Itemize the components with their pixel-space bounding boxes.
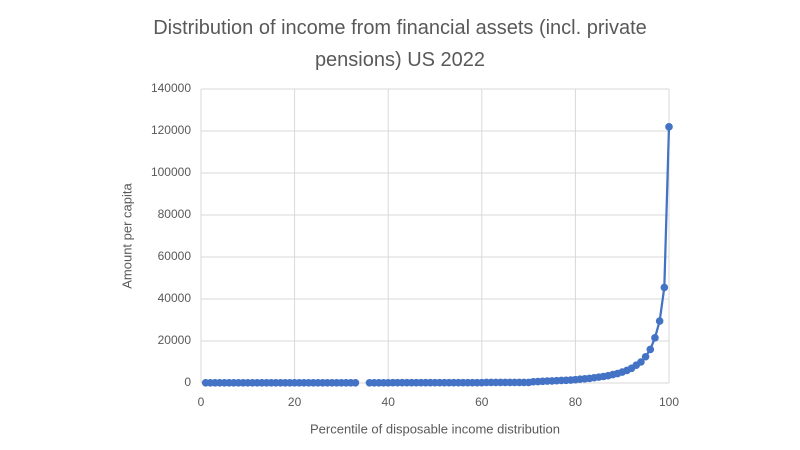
data-point	[651, 334, 659, 342]
x-tick-label: 0	[198, 395, 205, 409]
x-tick-label: 60	[475, 395, 489, 409]
chart-title: Distribution of income from financial as…	[153, 17, 647, 71]
y-tick-label: 140000	[151, 81, 191, 95]
y-tick-label: 0	[184, 375, 191, 389]
y-tick-label: 100000	[151, 165, 191, 179]
y-axis-label: Amount per capita	[119, 182, 134, 288]
x-axis-label: Percentile of disposable income distribu…	[310, 421, 560, 436]
x-tick-label: 40	[382, 395, 396, 409]
data-point	[641, 352, 650, 361]
y-tick-label: 40000	[158, 291, 192, 305]
data-point	[351, 378, 360, 387]
data-point	[637, 358, 645, 366]
y-tick-label: 60000	[158, 249, 192, 263]
data-point	[660, 283, 669, 292]
x-tick-label: 20	[288, 395, 302, 409]
data-point	[646, 345, 655, 354]
data-point	[655, 317, 664, 325]
y-tick-label: 120000	[151, 123, 191, 137]
x-tick-label: 80	[569, 395, 583, 409]
data-point	[665, 123, 673, 131]
y-tick-label: 80000	[158, 207, 192, 221]
y-tick-label: 20000	[158, 333, 192, 347]
series-line	[369, 126, 671, 384]
x-tick-label: 100	[659, 395, 679, 409]
